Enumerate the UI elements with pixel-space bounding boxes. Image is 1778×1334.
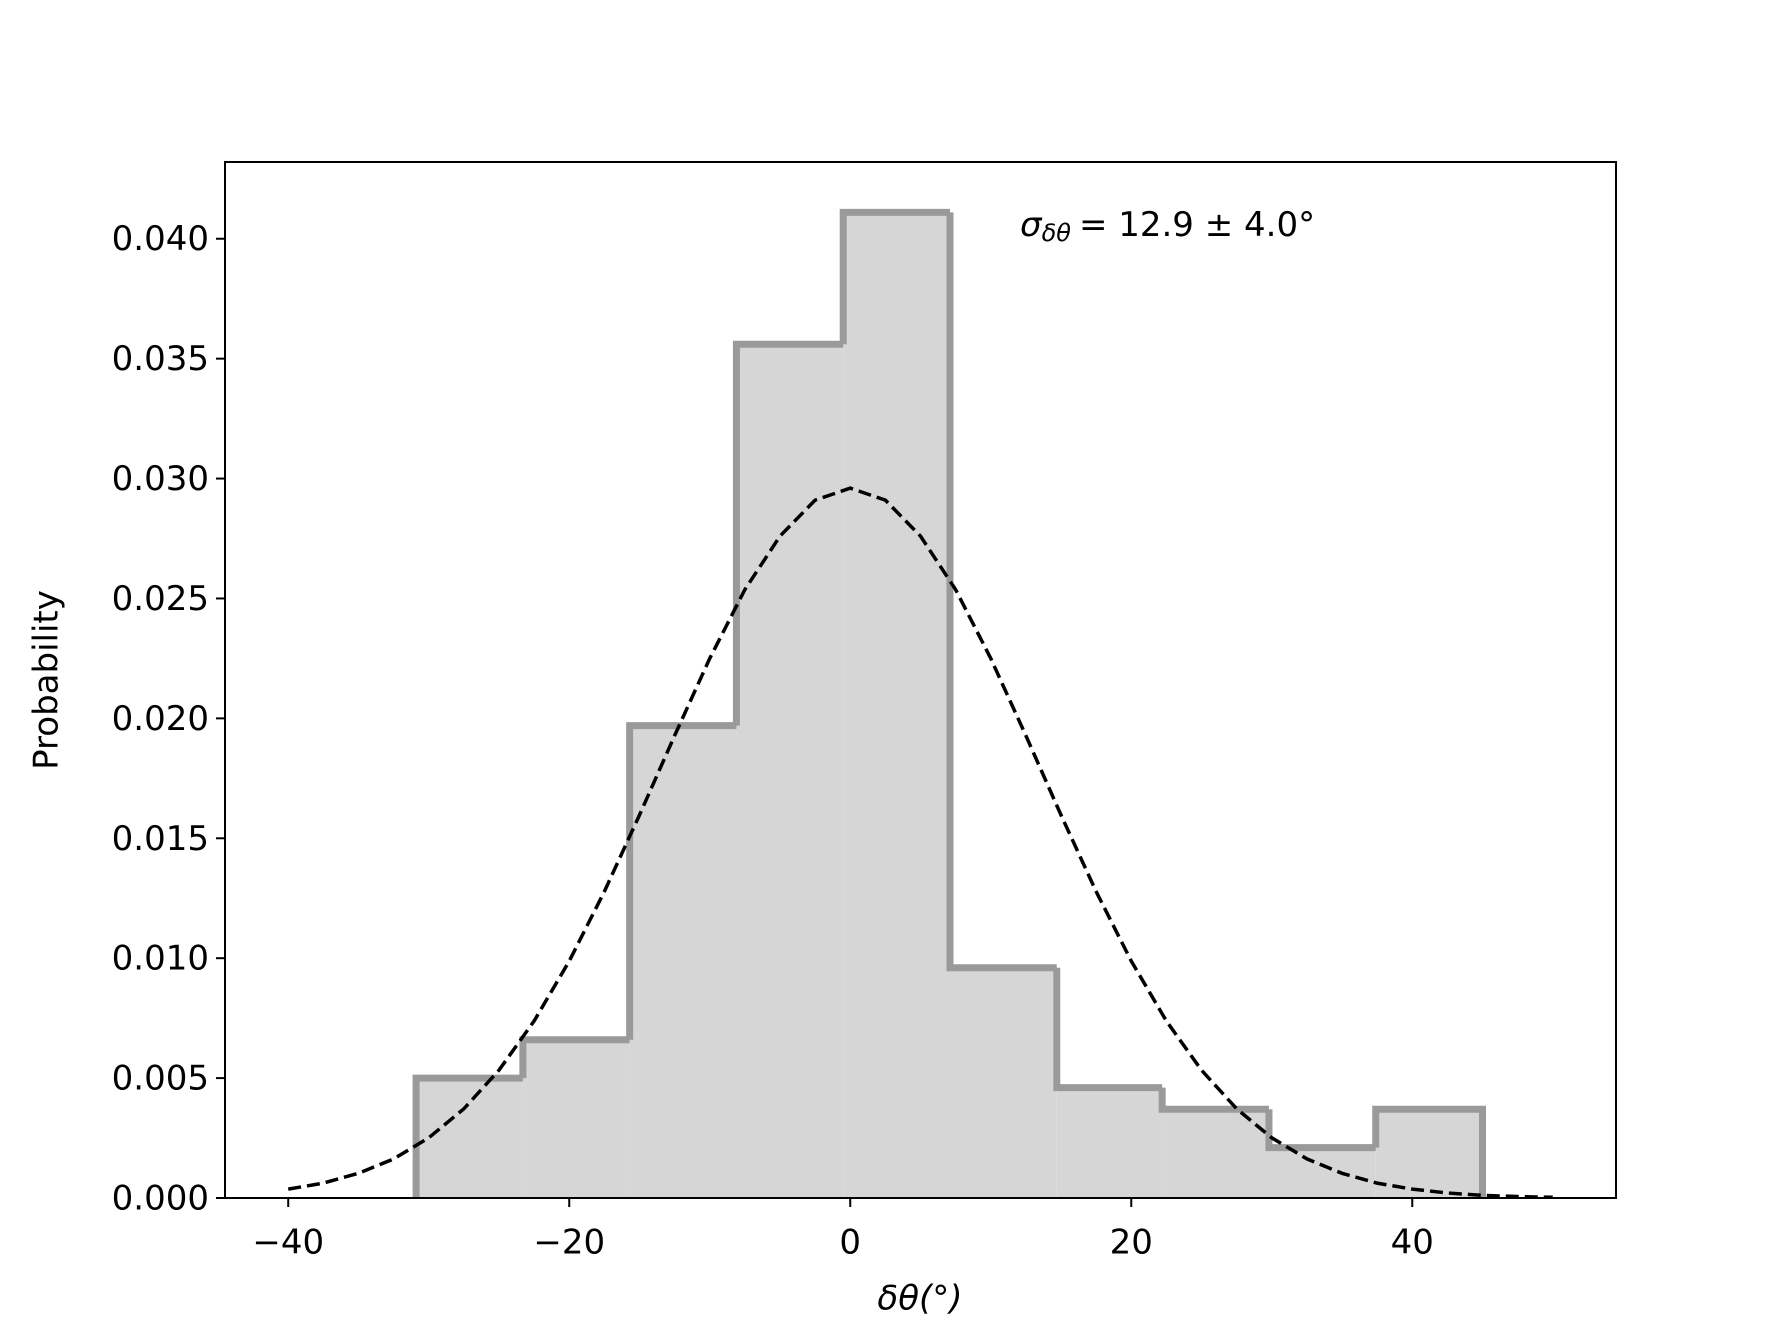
bar: [1375, 1109, 1483, 1198]
y-tick-label: 0.015: [112, 819, 209, 859]
bar-outline: [1372, 1105, 1487, 1198]
y-tick-label: 0.040: [112, 219, 209, 259]
y-tick-label: 0.000: [112, 1179, 209, 1219]
y-tick-label: 0.030: [112, 459, 209, 499]
bar: [629, 725, 737, 1198]
y-axis-label: Probability: [27, 590, 67, 770]
bar-outline: [412, 1074, 523, 1198]
bar-outline: [946, 212, 1057, 972]
bar-outline: [1158, 1087, 1269, 1113]
bar: [843, 212, 951, 1199]
bar: [1056, 1087, 1163, 1198]
annotation-symbol: σ: [1020, 205, 1043, 245]
x-tick-label: 20: [1110, 1223, 1153, 1263]
bar-outline: [626, 722, 737, 1040]
annotation-text: = 12.9 ± 4.0°: [1079, 205, 1315, 245]
bar: [416, 1078, 523, 1198]
bar: [1268, 1147, 1376, 1198]
fit-curve: [287, 486, 1553, 1200]
annotation: σδθ = 12.9 ± 4.0°: [1020, 205, 1315, 248]
axes-frame: [224, 161, 1617, 1199]
y-tick-label: 0.005: [112, 1059, 209, 1099]
bar-outline: [839, 208, 951, 345]
y-tick-label: 0.020: [112, 699, 209, 739]
x-tick-label: −20: [533, 1223, 605, 1263]
y-tick-label: 0.025: [112, 579, 209, 619]
bar-outline: [1053, 967, 1163, 1092]
bar: [950, 967, 1057, 1198]
x-tick-label: 0: [839, 1223, 861, 1263]
x-tick-label: 40: [1391, 1223, 1434, 1263]
bar: [736, 344, 844, 1198]
bar: [1162, 1109, 1269, 1198]
x-axis-label: δθ(°): [877, 1279, 962, 1319]
plot-area: [287, 208, 1553, 1200]
bar-outline: [1265, 1109, 1376, 1152]
x-tick-label: −40: [252, 1223, 324, 1263]
y-tick-label: 0.035: [112, 339, 209, 379]
bar-outline: [732, 340, 844, 726]
annotation-subscript: δθ: [1042, 219, 1072, 247]
bar: [522, 1039, 630, 1198]
y-tick-label: 0.010: [112, 939, 209, 979]
